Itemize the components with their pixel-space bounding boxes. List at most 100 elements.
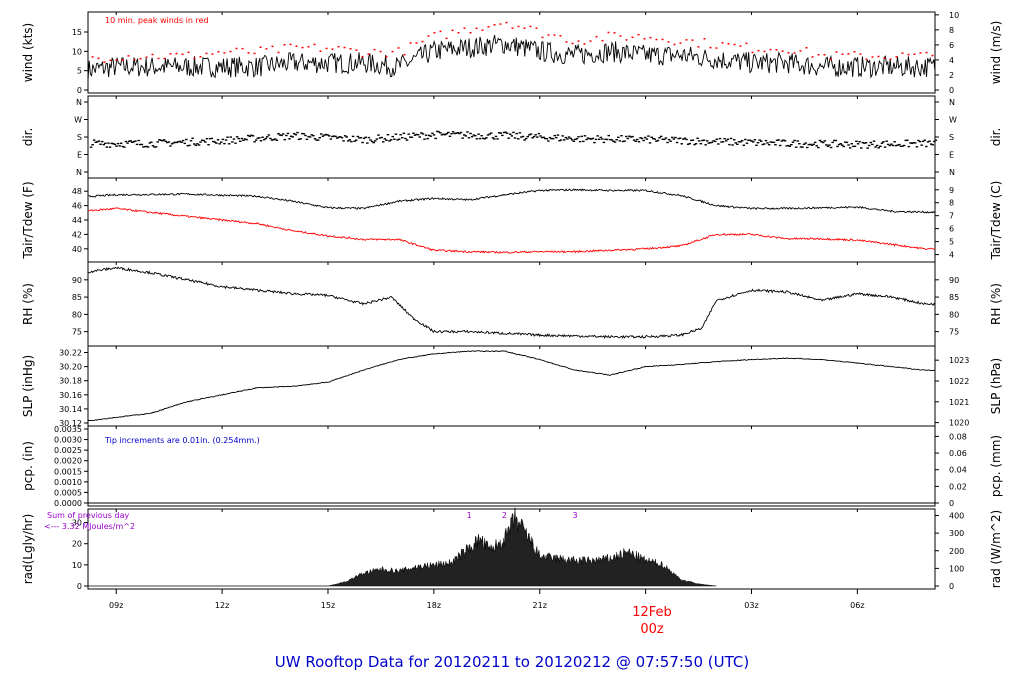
direction-point (436, 130, 439, 133)
direction-point (359, 137, 363, 139)
y-tick-label-right: 5 (949, 238, 954, 247)
direction-point (804, 142, 807, 144)
direction-point (97, 140, 101, 142)
direction-point (318, 137, 321, 139)
direction-point (283, 138, 286, 141)
direction-point (855, 140, 858, 142)
y-tick-label-right: 80 (949, 310, 959, 319)
peak-wind-point (571, 42, 574, 45)
peak-wind-point (919, 52, 922, 54)
direction-point (396, 139, 399, 141)
peak-wind-point (607, 31, 610, 34)
panel-frame (87, 11, 936, 94)
direction-point (933, 140, 936, 143)
direction-point (675, 141, 679, 144)
series-line-slp (87, 350, 936, 422)
date-sublabel: 00z (640, 622, 664, 637)
peak-wind-point (403, 53, 406, 56)
direction-point (620, 135, 623, 137)
direction-point (310, 134, 313, 136)
direction-point (561, 135, 564, 137)
direction-point (307, 135, 310, 138)
direction-point (200, 139, 204, 141)
direction-point (142, 146, 145, 148)
direction-point (175, 141, 178, 144)
direction-point (761, 143, 764, 146)
direction-point (887, 143, 890, 146)
peak-wind-point (517, 25, 520, 28)
y-tick-label: 44 (72, 216, 82, 225)
direction-point (702, 139, 706, 141)
direction-point (544, 137, 547, 140)
direction-point (671, 136, 674, 139)
direction-point (917, 139, 920, 142)
peak-wind-point (745, 42, 748, 45)
direction-point (885, 140, 888, 142)
series-line-tair (87, 188, 936, 214)
direction-point (366, 142, 369, 144)
direction-point (793, 139, 796, 142)
direction-point (912, 142, 915, 144)
direction-point (304, 134, 307, 137)
direction-point (563, 139, 566, 141)
direction-point (755, 144, 758, 146)
direction-point (899, 145, 903, 147)
direction-point (308, 136, 312, 138)
direction-point (305, 138, 309, 140)
peak-wind-point (697, 46, 700, 48)
direction-point (208, 138, 212, 140)
y-tick-label: 30.20 (59, 363, 82, 372)
direction-point (829, 146, 833, 149)
direction-point (613, 141, 617, 143)
peak-wind-point (601, 39, 604, 42)
direction-point (785, 145, 788, 147)
peak-wind-point (241, 47, 244, 50)
direction-point (747, 139, 750, 141)
direction-point (931, 144, 934, 146)
peak-wind-point (175, 52, 178, 55)
peak-wind-point (235, 47, 238, 50)
direction-point (478, 137, 482, 140)
y-tick-label-right: 0 (949, 86, 954, 95)
direction-point (545, 138, 549, 140)
direction-point (837, 143, 841, 146)
direction-point (652, 137, 655, 140)
direction-point (258, 137, 261, 139)
direction-point (234, 142, 237, 144)
direction-point (520, 136, 523, 138)
y-tick-label-right: 400 (949, 512, 964, 521)
direction-point (261, 136, 264, 138)
direction-point (370, 140, 374, 143)
peak-wind-point (679, 42, 682, 44)
direction-point (328, 135, 331, 137)
direction-point (647, 135, 650, 137)
direction-point (558, 140, 561, 142)
direction-point (186, 145, 190, 147)
direction-point (836, 145, 839, 148)
peak-wind-point (481, 29, 484, 31)
direction-point (470, 136, 474, 138)
direction-point (915, 146, 919, 148)
direction-point (856, 143, 860, 145)
direction-point (382, 141, 385, 143)
direction-point (739, 141, 742, 143)
annotation-line: <--- 3.32 MJoules/m^2 (44, 522, 135, 531)
direction-point (907, 145, 911, 148)
peak-wind-point (859, 53, 862, 55)
direction-point (515, 132, 518, 135)
peak-wind-point (685, 39, 688, 41)
y-tick-label-right: 100 (949, 564, 964, 573)
peak-wind-point (91, 56, 94, 58)
marker-label: 2 (502, 511, 507, 520)
direction-point (547, 140, 550, 142)
y-tick-label: 0.0030 (54, 436, 82, 445)
direction-point (929, 143, 933, 145)
direction-point (715, 138, 718, 140)
y-tick-label-right: 4 (949, 56, 954, 65)
peak-wind-point (151, 53, 154, 56)
direction-point (275, 139, 279, 141)
y-axis-label: dir. (21, 128, 35, 147)
y-tick-label-right: 0 (949, 499, 954, 508)
direction-point (301, 132, 304, 135)
direction-point (729, 137, 733, 140)
